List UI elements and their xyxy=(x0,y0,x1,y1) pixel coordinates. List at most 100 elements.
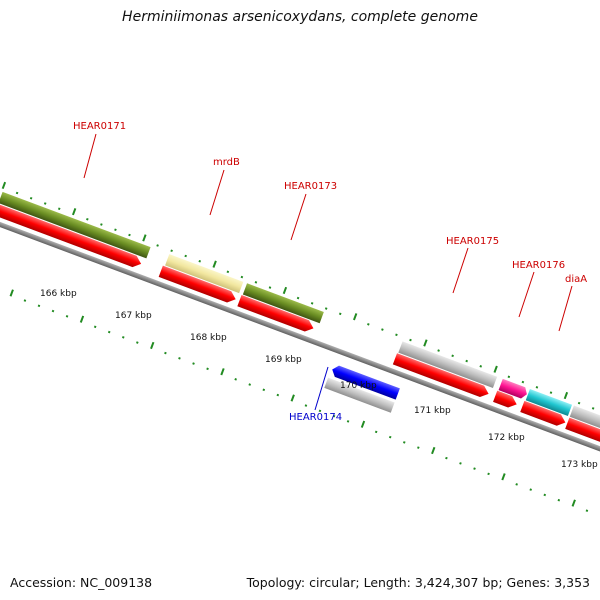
upper-minor-tick xyxy=(521,380,525,384)
upper-minor-tick xyxy=(43,202,47,205)
upper-minor-tick xyxy=(437,349,440,352)
lower-minor-tick xyxy=(417,446,420,449)
gene-label-hear0176[interactable]: HEAR0176 xyxy=(512,260,565,271)
lower-minor-tick xyxy=(459,462,462,465)
lower-minor-tick xyxy=(93,325,97,329)
lower-major-tick xyxy=(571,499,576,507)
cds-hear0176[interactable] xyxy=(493,390,519,410)
upper-minor-tick xyxy=(577,401,581,405)
upper-minor-tick xyxy=(184,254,187,258)
gene-label-hear0175[interactable]: HEAR0175 xyxy=(446,236,499,247)
lower-minor-tick xyxy=(473,467,476,470)
lower-minor-tick xyxy=(543,493,547,497)
upper-minor-tick xyxy=(86,217,89,221)
lower-minor-tick xyxy=(121,336,125,339)
upper-minor-tick xyxy=(381,328,384,331)
scale-label-169: 169 kbp xyxy=(265,355,302,365)
lower-minor-tick xyxy=(37,304,41,308)
upper-minor-tick xyxy=(296,296,300,300)
scale-label-168: 168 kbp xyxy=(190,333,227,343)
upper-major-tick xyxy=(212,260,217,268)
upper-minor-tick xyxy=(409,338,412,342)
upper-major-tick xyxy=(493,365,498,373)
lower-minor-tick xyxy=(65,315,69,318)
upper-major-tick xyxy=(423,339,428,347)
gene-label-mrdb[interactable]: mrdB xyxy=(213,157,240,168)
upper-major-tick xyxy=(563,391,569,400)
cds-hear0171[interactable] xyxy=(0,204,143,270)
upper-minor-tick xyxy=(57,207,61,211)
upper-minor-tick xyxy=(535,386,539,389)
cds-diaa[interactable] xyxy=(520,400,567,428)
scale-label-170: 170 kbp xyxy=(340,381,377,391)
lower-minor-tick xyxy=(374,430,378,434)
lower-minor-tick xyxy=(304,404,308,407)
gene-mrdb-feature[interactable] xyxy=(165,254,244,294)
lower-major-tick xyxy=(290,394,295,402)
gene-label-hear0173[interactable]: HEAR0173 xyxy=(284,181,337,192)
scale-label-167: 167 kbp xyxy=(115,311,152,321)
upper-minor-tick xyxy=(15,191,19,195)
upper-major-tick xyxy=(142,234,147,242)
lower-tick-row xyxy=(9,289,589,512)
lower-minor-tick xyxy=(445,456,448,460)
gene-label-hear0174[interactable]: HEAR0174 xyxy=(289,412,342,423)
gene-hear0175-feature[interactable] xyxy=(398,341,498,388)
lower-minor-tick xyxy=(585,509,589,512)
lower-minor-tick xyxy=(346,420,350,423)
lower-minor-tick xyxy=(515,483,518,486)
accession-text: Accession: NC_009138 xyxy=(10,575,153,590)
lower-minor-tick xyxy=(487,472,490,476)
lower-major-tick xyxy=(79,315,85,323)
upper-major-tick xyxy=(1,181,7,190)
gene-extra-grey-feature[interactable] xyxy=(569,405,600,434)
lower-minor-tick xyxy=(332,414,336,418)
gene-hear0174-feature[interactable] xyxy=(330,364,400,400)
upper-minor-tick xyxy=(507,375,511,379)
lower-major-tick xyxy=(9,289,14,297)
cds-mrdb[interactable] xyxy=(158,265,238,305)
upper-minor-tick xyxy=(338,312,342,316)
topology-info-text: Topology: circular; Length: 3,424,307 bp… xyxy=(246,575,590,590)
gene-hear0174-grey-feature[interactable] xyxy=(324,377,395,413)
upper-minor-tick xyxy=(395,333,398,337)
upper-major-tick xyxy=(72,208,77,216)
upper-minor-tick xyxy=(128,233,131,237)
gene-hear0171-feature[interactable] xyxy=(0,191,151,259)
lower-minor-tick xyxy=(262,388,266,392)
lower-minor-tick xyxy=(206,367,209,371)
upper-minor-tick xyxy=(29,196,33,200)
lower-major-tick xyxy=(501,473,506,481)
lower-minor-tick xyxy=(388,435,392,439)
upper-minor-tick xyxy=(324,307,328,310)
scale-label-166: 166 kbp xyxy=(40,289,77,299)
lower-minor-tick xyxy=(402,441,406,444)
lower-minor-tick xyxy=(23,299,27,302)
upper-major-tick xyxy=(353,313,358,321)
lower-major-tick xyxy=(431,446,436,455)
lower-minor-tick xyxy=(318,409,322,413)
cds-hear0175[interactable] xyxy=(392,353,491,399)
scale-label-171: 171 kbp xyxy=(414,406,451,416)
cds-extra[interactable] xyxy=(565,417,600,446)
lower-major-tick xyxy=(150,341,155,350)
gene-diaa-feature[interactable] xyxy=(525,388,573,416)
upper-minor-tick xyxy=(479,365,483,368)
scale-label-172: 172 kbp xyxy=(488,433,525,443)
upper-minor-tick xyxy=(465,359,468,363)
gene-hear0173-feature[interactable] xyxy=(242,283,324,324)
upper-minor-tick xyxy=(549,391,553,394)
lower-minor-tick xyxy=(107,330,111,334)
gene-hear0176-feature[interactable] xyxy=(498,378,529,400)
cds-hear0173[interactable] xyxy=(237,295,315,334)
lower-major-tick xyxy=(360,420,366,428)
gene-label-hear0171[interactable]: HEAR0171 xyxy=(73,121,126,132)
upper-minor-tick xyxy=(591,407,595,410)
gene-label-diaa[interactable]: diaA xyxy=(565,274,587,285)
upper-minor-tick xyxy=(367,323,370,326)
lower-minor-tick xyxy=(276,393,280,397)
upper-minor-tick xyxy=(240,275,244,279)
scale-label-173: 173 kbp xyxy=(561,460,598,470)
lower-minor-tick xyxy=(178,357,181,360)
upper-tick-row xyxy=(1,181,595,410)
